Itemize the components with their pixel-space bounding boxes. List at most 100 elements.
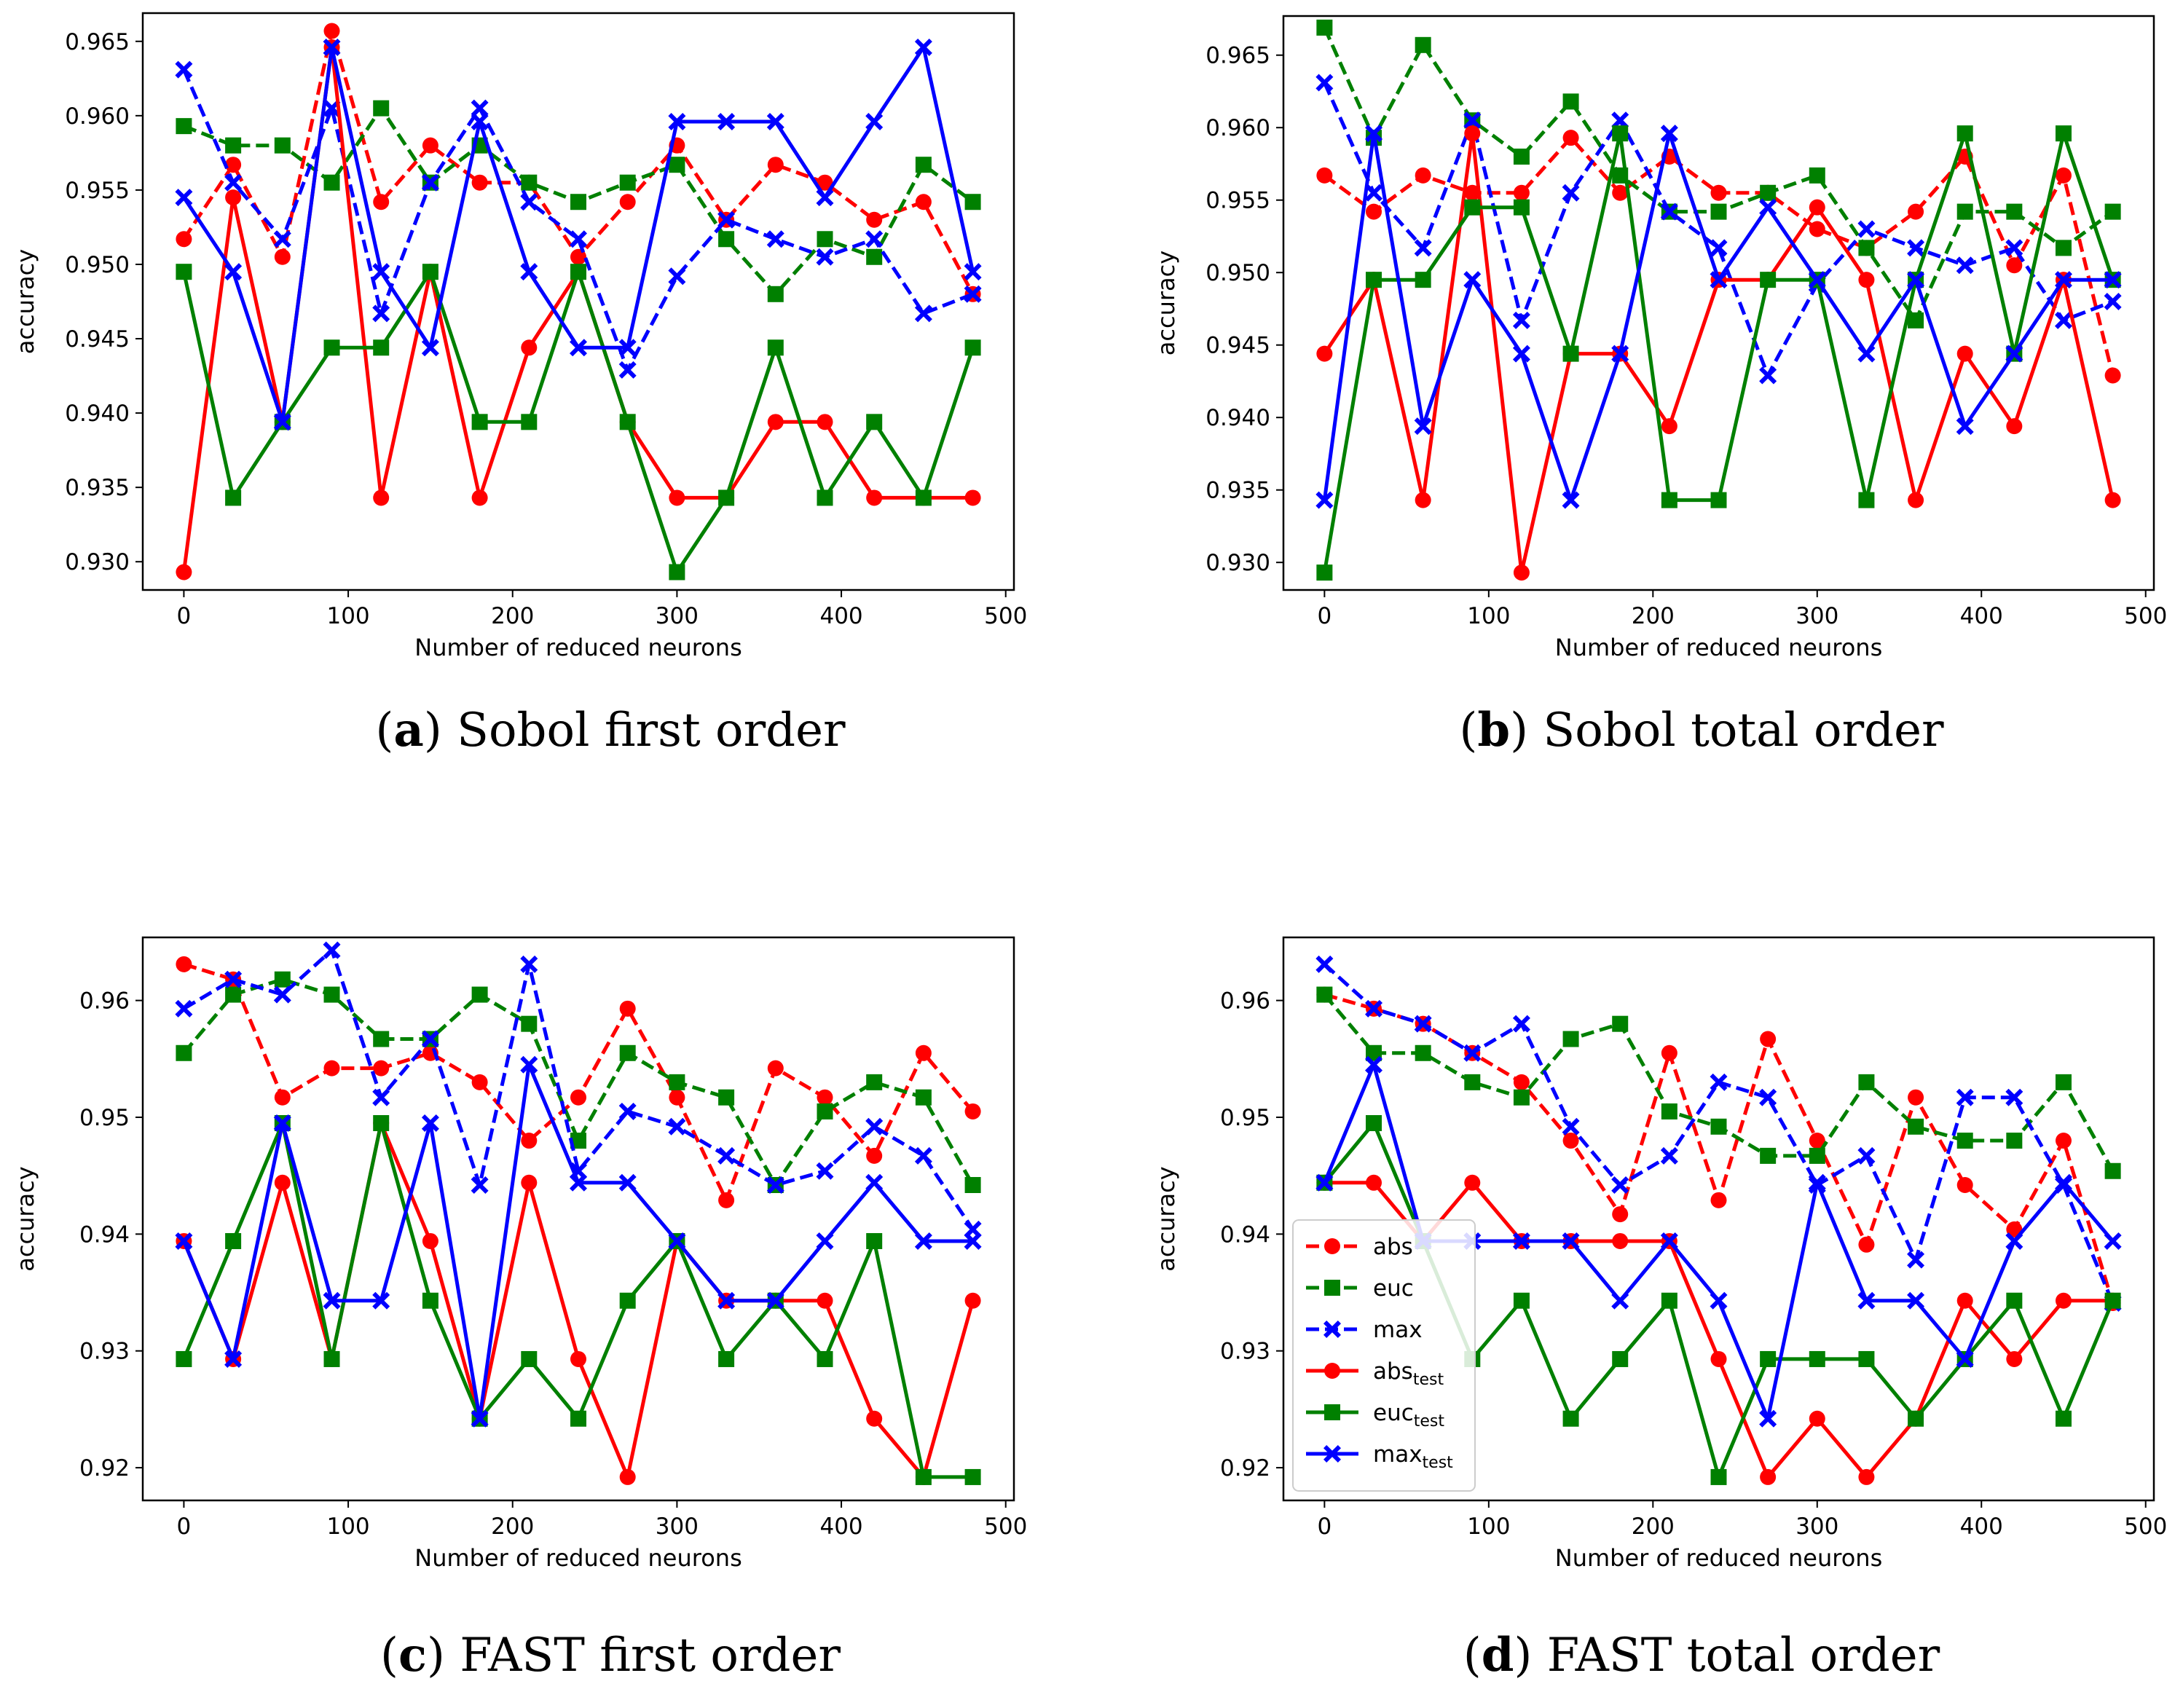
data-point-a-abs-0	[176, 231, 192, 248]
data-point-c-abs-6	[471, 1074, 488, 1090]
caption-b: (b) Sobol total order	[1459, 703, 1944, 757]
data-point-a-max_test-3	[323, 38, 341, 56]
data-point-d-abs_test-6	[1612, 1232, 1629, 1249]
data-point-b-euc_test-2	[1415, 272, 1431, 288]
data-point-d-max_test-5	[1562, 1232, 1580, 1250]
data-point-d-abs-9	[1760, 1031, 1777, 1047]
data-point-b-euc-9	[1760, 184, 1777, 201]
data-point-d-euc_test-10	[1809, 1350, 1825, 1367]
data-point-a-euc_test-1	[225, 489, 242, 506]
data-point-c-euc-7	[521, 1015, 538, 1032]
y-tick-label-a-3: 0.945	[65, 326, 130, 353]
data-point-b-abs-8	[1710, 184, 1727, 201]
data-point-a-max-13	[816, 248, 834, 266]
legend-label-0: abs	[1373, 1234, 1413, 1260]
data-point-b-max-5	[1562, 184, 1580, 202]
data-point-c-euc-14	[866, 1074, 883, 1090]
data-point-b-max_test-7	[1660, 125, 1678, 143]
data-point-a-max-9	[618, 361, 637, 379]
data-point-c-max_test-1	[224, 1350, 243, 1368]
data-point-b-euc_test-8	[1710, 492, 1727, 508]
data-point-d-max_test-4	[1512, 1232, 1530, 1250]
data-point-d-max_test-7	[1660, 1232, 1678, 1250]
x-tick-label-c-200: 200	[491, 1514, 534, 1540]
caption-c-letter: c	[398, 1628, 427, 1683]
data-point-c-abs-2	[274, 1089, 291, 1106]
data-point-d-abs_test-9	[1760, 1468, 1777, 1485]
data-point-c-max_test-6	[471, 1409, 489, 1428]
data-point-b-abs-10	[1809, 221, 1825, 237]
data-point-a-max_test-2	[273, 413, 291, 431]
data-point-c-max-4	[372, 1088, 390, 1106]
data-point-a-max-10	[668, 267, 686, 286]
legend-label-1: euc	[1373, 1275, 1414, 1302]
data-point-a-max_test-12	[766, 113, 784, 131]
data-point-a-abs-14	[866, 211, 883, 228]
data-point-a-euc-1	[225, 137, 242, 154]
data-point-a-euc_test-8	[570, 264, 586, 280]
y-tick-label-b-1: 0.935	[1205, 478, 1270, 504]
data-point-b-max-12	[1907, 239, 1925, 257]
data-point-a-euc_test-13	[817, 489, 833, 506]
data-point-a-max_test-0	[175, 189, 193, 207]
data-point-a-euc-4	[373, 100, 390, 117]
x-tick-label-d-400: 400	[1960, 1514, 2003, 1540]
x-axis-title-b: Number of reduced neurons	[1555, 634, 1882, 661]
legend-marker-2	[1323, 1321, 1341, 1338]
plot-frame-a	[141, 12, 1015, 591]
data-point-c-euc-4	[373, 1031, 390, 1047]
y-tick-label-d-4: 0.96	[1220, 988, 1270, 1015]
data-point-c-abs-8	[570, 1089, 586, 1106]
data-point-b-euc-15	[2055, 240, 2072, 256]
data-point-d-abs-10	[1809, 1133, 1825, 1149]
data-point-c-max_test-2	[273, 1114, 291, 1132]
y-tick-label-b-2: 0.940	[1205, 405, 1270, 431]
data-point-b-abs_test-0	[1316, 345, 1333, 362]
legend-subscript-5: test	[1423, 1454, 1454, 1472]
data-point-b-max_test-5	[1562, 491, 1580, 509]
data-point-b-abs-0	[1316, 167, 1333, 184]
data-point-b-max-1	[1365, 184, 1383, 202]
data-point-c-abs-12	[767, 1060, 784, 1077]
data-point-d-max_test-10	[1808, 1173, 1826, 1192]
data-point-a-max_test-7	[520, 263, 538, 281]
x-tick-label-c-300: 300	[656, 1514, 699, 1540]
data-point-a-euc-10	[669, 157, 685, 173]
data-point-c-abs-10	[669, 1089, 685, 1106]
data-point-d-abs-12	[1908, 1089, 1924, 1106]
y-tick-label-c-3: 0.95	[79, 1105, 130, 1131]
data-point-a-max_test-13	[816, 189, 834, 207]
y-tick-label-d-0: 0.92	[1220, 1455, 1270, 1481]
y-tick-label-b-5: 0.955	[1205, 188, 1270, 214]
data-point-d-euc-3	[1464, 1074, 1481, 1090]
data-point-a-abs_test-0	[176, 564, 192, 581]
y-tick-label-c-2: 0.94	[79, 1221, 130, 1248]
legend-marker-4	[1324, 1404, 1340, 1420]
data-point-b-max-15	[2054, 311, 2072, 329]
data-point-a-max-2	[273, 230, 291, 248]
data-point-b-max-9	[1759, 366, 1777, 385]
data-point-d-euc_test-8	[1710, 1468, 1727, 1485]
data-point-c-euc_test-13	[817, 1350, 833, 1367]
data-point-a-euc-2	[274, 137, 291, 154]
data-point-a-euc-11	[718, 231, 735, 248]
data-point-d-max_test-9	[1759, 1409, 1777, 1428]
data-point-c-abs_test-5	[422, 1232, 438, 1249]
data-point-d-euc-16	[2104, 1162, 2121, 1179]
data-point-d-abs-13	[1956, 1176, 1973, 1193]
data-point-b-abs-1	[1366, 203, 1382, 220]
data-point-b-abs-15	[2055, 167, 2072, 184]
data-point-d-max-13	[1956, 1088, 1974, 1106]
data-point-b-abs_test-3	[1464, 125, 1481, 142]
data-point-c-max-0	[175, 999, 193, 1018]
data-point-d-max_test-0	[1315, 1173, 1334, 1192]
data-point-a-max_test-4	[372, 263, 390, 281]
data-point-d-max_test-6	[1611, 1291, 1629, 1310]
data-point-d-max-3	[1463, 1044, 1482, 1062]
data-point-b-euc-11	[1858, 240, 1875, 256]
series-line-a-euc_test	[181, 269, 975, 574]
y-tick-label-d-1: 0.93	[1220, 1339, 1270, 1365]
data-point-b-euc-10	[1809, 167, 1825, 184]
data-point-c-max-15	[914, 1146, 932, 1165]
